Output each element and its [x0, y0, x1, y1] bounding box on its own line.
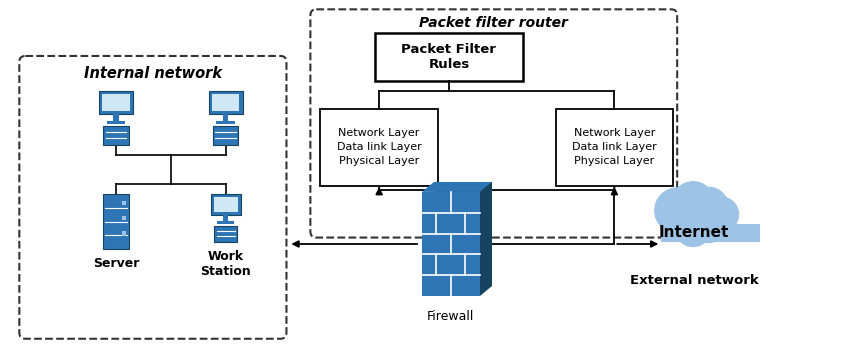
Bar	[113, 114, 118, 121]
Text: Packet filter router: Packet filter router	[419, 16, 568, 30]
Bar	[122, 216, 126, 220]
Text: Firewall: Firewall	[428, 310, 474, 323]
Bar	[218, 221, 234, 224]
Bar	[122, 201, 126, 205]
Circle shape	[691, 206, 727, 242]
FancyBboxPatch shape	[375, 33, 523, 81]
Bar	[212, 94, 239, 111]
Circle shape	[675, 210, 711, 246]
Polygon shape	[434, 182, 492, 286]
Text: Internal network: Internal network	[84, 66, 222, 81]
Bar	[211, 194, 241, 215]
FancyBboxPatch shape	[320, 108, 438, 186]
Text: Internet: Internet	[659, 225, 729, 240]
Bar	[660, 224, 760, 242]
Bar	[223, 114, 228, 121]
Text: Network Layer
Data link Layer
Physical Layer: Network Layer Data link Layer Physical L…	[572, 128, 657, 166]
Bar	[217, 121, 235, 125]
Bar	[107, 121, 125, 125]
Text: Work
Station: Work Station	[201, 250, 251, 278]
Circle shape	[689, 187, 728, 226]
Circle shape	[704, 197, 739, 232]
Bar	[224, 215, 228, 221]
Text: Server: Server	[93, 257, 139, 270]
Text: Network Layer
Data link Layer
Physical Layer: Network Layer Data link Layer Physical L…	[337, 128, 422, 166]
Bar	[104, 126, 128, 145]
Polygon shape	[422, 182, 492, 192]
Bar	[213, 197, 238, 212]
Bar	[99, 91, 133, 114]
Polygon shape	[479, 182, 492, 296]
Bar	[213, 126, 238, 145]
FancyBboxPatch shape	[556, 108, 673, 186]
Bar	[122, 232, 126, 236]
Circle shape	[654, 188, 700, 233]
Text: Packet Filter
Rules: Packet Filter Rules	[401, 43, 496, 71]
Text: External network: External network	[630, 274, 758, 287]
Bar	[103, 94, 129, 111]
Circle shape	[660, 208, 694, 241]
Bar	[104, 194, 128, 249]
Bar	[422, 192, 479, 296]
Bar	[214, 225, 237, 242]
Circle shape	[672, 182, 714, 223]
Bar	[209, 91, 242, 114]
